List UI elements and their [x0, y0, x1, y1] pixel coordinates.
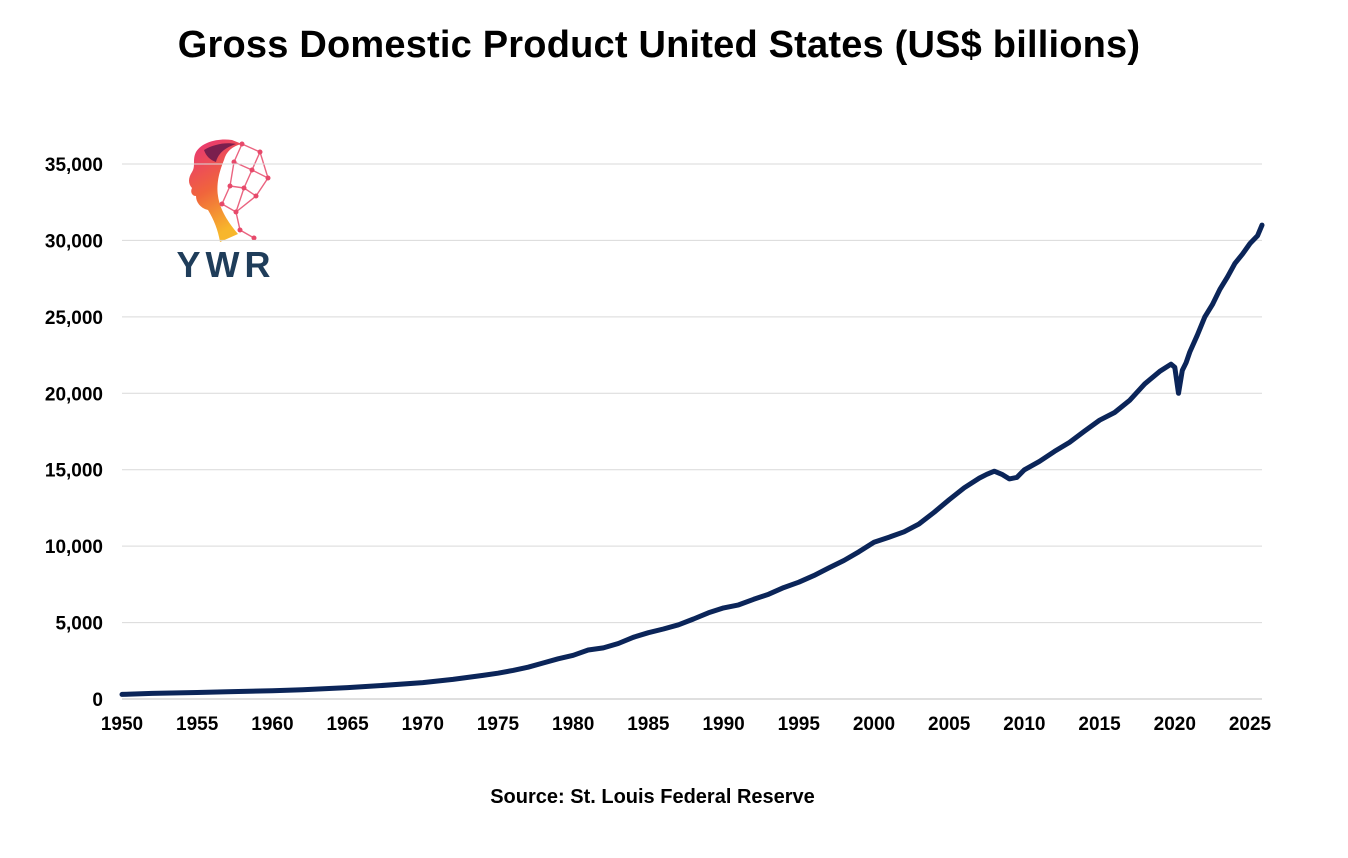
- y-tick-label: 20,000: [45, 384, 103, 405]
- chart-title: Gross Domestic Product United States (US…: [177, 24, 1141, 66]
- y-tick-label: 15,000: [45, 461, 103, 482]
- y-tick-label: 35,000: [45, 155, 103, 176]
- x-tick-label: 2005: [928, 714, 971, 735]
- x-tick-label: 1960: [251, 714, 293, 735]
- gdp-series-line: [119, 222, 1265, 697]
- y-axis-ticks: 0 5,000 10,000 15,000 20,000 25,000 30,000 35,0…: [45, 155, 103, 711]
- y-tick-label: 10,000: [45, 537, 103, 558]
- x-tick-label: 1970: [402, 714, 444, 735]
- x-tick-label: 1985: [627, 714, 670, 735]
- x-axis-ticks: 1950 1955 1960 1965 1970 1975 1980 1985 1990 1995…: [101, 714, 1272, 735]
- y-tick-label: 0: [92, 690, 103, 711]
- gridlines: [122, 163, 1262, 700]
- y-tick-label: 25,000: [45, 308, 103, 329]
- x-tick-label: 1950: [101, 714, 143, 735]
- brain-head-icon: [189, 139, 271, 242]
- x-tick-label: 1955: [176, 714, 219, 735]
- x-tick-label: 1995: [778, 714, 821, 735]
- x-tick-label: 2000: [853, 714, 895, 735]
- x-tick-label: 2010: [1003, 714, 1045, 735]
- x-tick-label: 1975: [477, 714, 520, 735]
- x-tick-label: 1980: [552, 714, 594, 735]
- x-tick-label: 2015: [1078, 714, 1121, 735]
- x-tick-label: 1965: [326, 714, 369, 735]
- logo-text: YWR: [176, 244, 276, 285]
- source-note: Source: St. Louis Federal Reserve: [490, 786, 815, 808]
- y-tick-label: 30,000: [45, 231, 103, 252]
- ywr-logo: YWR: [160, 130, 320, 290]
- x-tick-label: 1990: [702, 714, 744, 735]
- x-tick-label: 2020: [1154, 714, 1196, 735]
- x-tick-label: 2025: [1229, 714, 1272, 735]
- y-tick-label: 5,000: [55, 614, 103, 635]
